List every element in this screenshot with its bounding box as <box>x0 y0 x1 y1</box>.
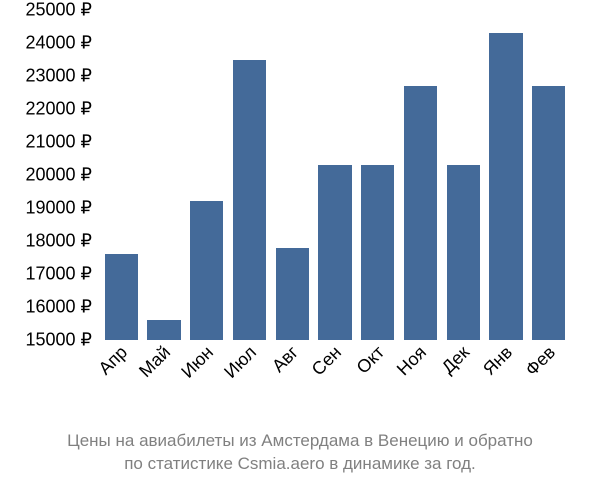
plot-area <box>100 10 570 340</box>
bar <box>233 60 266 341</box>
bar <box>105 254 138 340</box>
x-tick-label: Окт <box>352 342 388 378</box>
caption-line-1: Цены на авиабилеты из Амстердама в Венец… <box>67 431 533 450</box>
y-tick-label: 24000 ₽ <box>25 33 92 54</box>
bar <box>318 165 351 340</box>
bar <box>147 320 180 340</box>
y-tick-label: 19000 ₽ <box>25 198 92 219</box>
chart-caption: Цены на авиабилеты из Амстердама в Венец… <box>0 430 600 476</box>
x-tick-label: Июл <box>220 342 261 383</box>
y-tick-label: 22000 ₽ <box>25 99 92 120</box>
y-tick-label: 15000 ₽ <box>25 330 92 351</box>
x-tick-label: Янв <box>479 342 517 380</box>
bar <box>276 248 309 340</box>
x-tick-label: Сен <box>308 342 346 380</box>
bar <box>489 33 522 340</box>
x-tick-label: Май <box>135 342 175 382</box>
price-bar-chart: 15000 ₽ 16000 ₽ 17000 ₽ 18000 ₽ 19000 ₽ 20000… <box>0 0 600 500</box>
bar <box>447 165 480 340</box>
x-tick-label: Ноя <box>393 342 431 380</box>
bar <box>190 201 223 340</box>
bars-container <box>100 10 570 340</box>
x-tick-label: Апр <box>95 342 132 379</box>
y-tick-label: 20000 ₽ <box>25 165 92 186</box>
y-tick-label: 17000 ₽ <box>25 264 92 285</box>
y-tick-label: 21000 ₽ <box>25 132 92 153</box>
caption-line-2: по статистике Csmia.aero в динамике за г… <box>124 454 476 473</box>
y-tick-label: 25000 ₽ <box>25 0 92 21</box>
y-tick-label: 16000 ₽ <box>25 297 92 318</box>
y-tick-label: 23000 ₽ <box>25 66 92 87</box>
bar <box>404 86 437 340</box>
x-tick-label: Авг <box>268 342 303 377</box>
x-tick-label: Июн <box>177 342 218 383</box>
bar <box>361 165 394 340</box>
x-tick-label: Фев <box>521 342 559 380</box>
bar <box>532 86 565 340</box>
x-tick-label: Дек <box>438 342 474 378</box>
y-axis: 15000 ₽16000 ₽17000 ₽18000 ₽19000 ₽20000… <box>0 10 100 340</box>
y-tick-label: 18000 ₽ <box>25 231 92 252</box>
x-axis: АпрМайИюнИюлАвгСенОктНояДекЯнвФев <box>100 342 570 412</box>
